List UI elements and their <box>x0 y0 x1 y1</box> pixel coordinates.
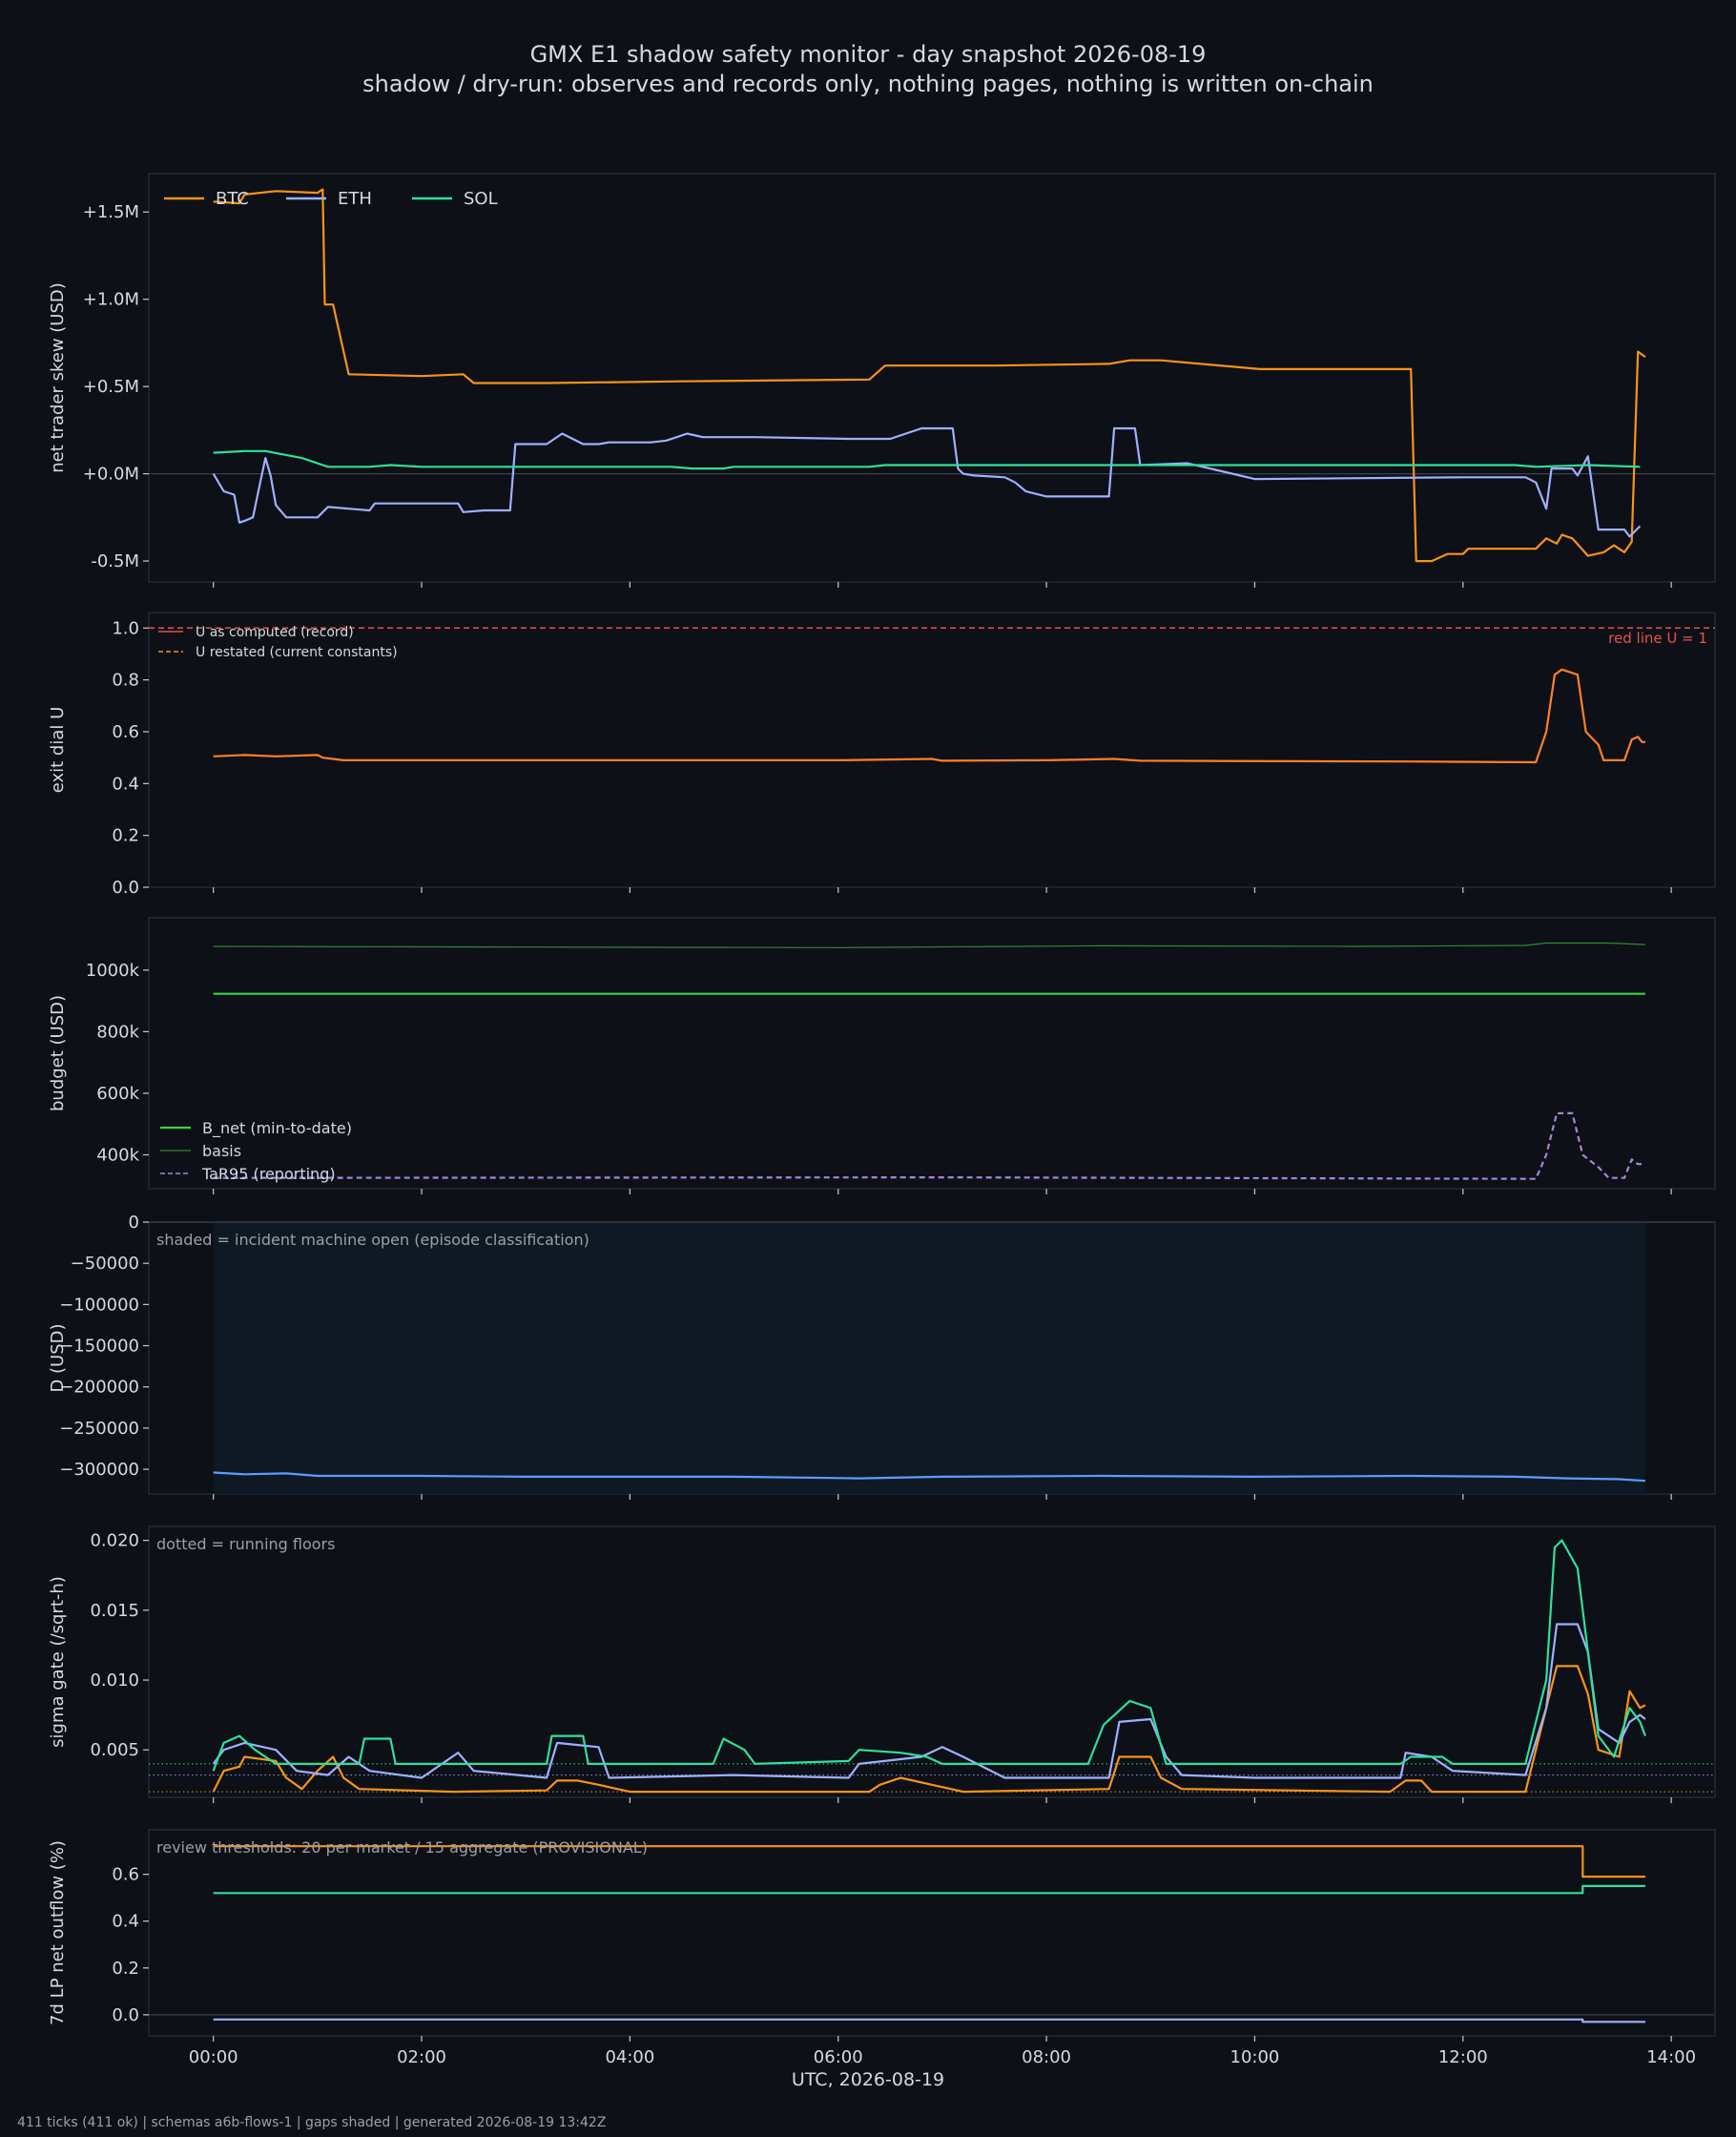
y-tick-label: +1.0M <box>83 290 139 310</box>
y-tick-label: 0.4 <box>112 1912 139 1932</box>
panel-lp_outflow: 0.0 0.2 0.4 0.6 7d LP net outflow (%) review … <box>48 1829 1716 2042</box>
y-axis-label: 7d LP net outflow (%) <box>48 1840 68 2025</box>
y-tick-label: 0.015 <box>90 1601 139 1621</box>
series-line-btc <box>213 1845 1645 1878</box>
panel-annotation: shaded = incident machine open (episode … <box>156 1231 589 1249</box>
x-tick-label: 08:00 <box>1022 2047 1071 2067</box>
x-axis-label: UTC, 2026-08-19 <box>792 2069 944 2090</box>
y-tick-label: 0.020 <box>90 1531 139 1551</box>
panel-frame <box>148 1525 1716 1798</box>
x-tick-label: 00:00 <box>189 2047 238 2067</box>
red-line-label: red line U = 1 <box>1608 630 1707 647</box>
legend-label: B_net (min-to-date) <box>202 1119 352 1138</box>
panel-annotation: review thresholds: 20 per market / 15 ag… <box>156 1838 648 1857</box>
series-line-sol <box>213 1884 1645 1895</box>
panel-frame <box>148 612 1716 888</box>
series-line-eth <box>212 426 1642 538</box>
y-tick-label: 0.4 <box>112 774 139 794</box>
y-tick-label: 0 <box>129 1213 139 1233</box>
y-axis-label: exit dial U <box>48 707 68 794</box>
figure-subtitle: shadow / dry-run: observes and records o… <box>362 71 1374 97</box>
x-tick-label: 12:00 <box>1438 2047 1488 2067</box>
y-tick-label: +0.0M <box>83 465 139 485</box>
x-tick-label: 14:00 <box>1646 2047 1696 2067</box>
legend-label: TaR95 (reporting) <box>201 1165 336 1183</box>
x-tick-label: 02:00 <box>397 2047 446 2067</box>
y-tick-label: −50000 <box>71 1254 139 1274</box>
y-tick-label: 0.0 <box>112 878 139 898</box>
panel-sigma: 0.005 0.010 0.015 0.020 sigma gate (/sqrt-h)… <box>48 1525 1716 1803</box>
panel-annotation: dotted = running floors <box>156 1535 335 1553</box>
legend-label: U as computed (record) <box>196 625 354 640</box>
y-tick-label: 600k <box>96 1084 139 1104</box>
y-tick-label: 1.0 <box>112 618 139 638</box>
y-axis-label: net trader skew (USD) <box>48 282 68 473</box>
y-tick-label: 0.8 <box>112 671 139 691</box>
y-tick-label: +1.5M <box>83 202 139 222</box>
footer-status: 411 ticks (411 ok) | schemas a6b-flows-1… <box>17 2115 606 2130</box>
series-line-basis <box>213 942 1645 948</box>
panel-frame <box>148 1829 1716 2037</box>
panel-budget: 400k 600k 800k 1000k budget (USD) B_net (min-… <box>48 917 1716 1194</box>
y-tick-label: -0.5M <box>91 551 139 571</box>
y-tick-label: 0.2 <box>112 826 139 846</box>
y-tick-label: 0.6 <box>112 722 139 742</box>
legend-label: BTC <box>216 189 249 209</box>
series-line-btc <box>212 1665 1646 1794</box>
y-axis-label: sigma gate (/sqrt-h) <box>48 1576 68 1748</box>
y-tick-label: −150000 <box>59 1337 139 1357</box>
panel-skew: +1.5M +1.0M +0.5M +0.0M -0.5M net trader skew… <box>48 173 1716 588</box>
y-tick-label: 0.0 <box>112 2005 139 2025</box>
y-tick-label: 0.2 <box>112 1959 139 1979</box>
legend-label: basis <box>202 1142 241 1160</box>
series-line-u <box>213 668 1645 764</box>
series-line-sol <box>213 449 1641 470</box>
figure-title: GMX E1 shadow safety monitor - day snaps… <box>530 41 1207 68</box>
y-tick-label: 800k <box>96 1022 139 1042</box>
y-tick-label: −300000 <box>59 1460 139 1480</box>
y-tick-label: 0.005 <box>90 1740 139 1760</box>
series-line-eth <box>212 1623 1646 1779</box>
legend-label: ETH <box>338 189 372 209</box>
incident-shade <box>213 1222 1645 1494</box>
series-line-d <box>213 1471 1645 1483</box>
panel-exit_dial: 0.0 0.2 0.4 0.6 0.8 1.0 exit dial U red line U … <box>48 612 1716 898</box>
panel-frame <box>148 917 1716 1190</box>
series-line-tar95 <box>213 1111 1645 1180</box>
panel-drawdown: 0 −50000 −100000 −150000 −200000 −250000 −3000… <box>48 1213 1716 1500</box>
y-axis-label: D (USD) <box>48 1323 68 1392</box>
y-tick-label: −250000 <box>59 1419 139 1439</box>
y-tick-label: 1000k <box>86 961 140 981</box>
x-tick-label: 04:00 <box>605 2047 654 2067</box>
y-tick-label: 0.6 <box>112 1865 139 1885</box>
series-line-eth <box>213 2018 1645 2023</box>
x-tick-label: 06:00 <box>814 2047 863 2067</box>
y-axis-label: budget (USD) <box>48 995 68 1111</box>
series-line-sol <box>212 1539 1646 1772</box>
y-tick-label: 400k <box>96 1146 139 1166</box>
legend-label: U restated (current constants) <box>196 645 398 660</box>
x-tick-label: 10:00 <box>1230 2047 1280 2067</box>
panel-frame <box>148 173 1716 583</box>
y-tick-label: 0.010 <box>90 1670 139 1691</box>
y-tick-label: −200000 <box>59 1378 139 1398</box>
chart-panels: +1.5M +1.0M +0.5M +0.0M -0.5M net trader skew… <box>48 173 1716 2067</box>
legend-label: SOL <box>464 189 498 209</box>
series-line-btc <box>213 188 1646 563</box>
y-tick-label: +0.5M <box>83 377 139 397</box>
y-tick-label: −100000 <box>59 1295 139 1315</box>
